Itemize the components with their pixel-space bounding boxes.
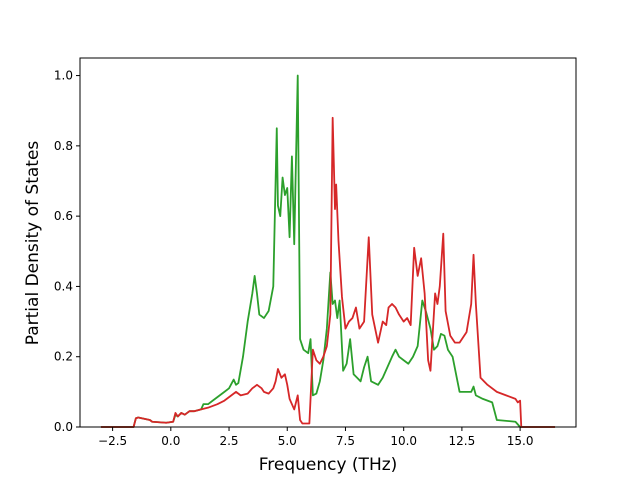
x-tick-label: 2.5 (219, 434, 238, 448)
y-axis-ticks: 0.0 0.2 0.4 0.6 0.8 1.0 (54, 69, 80, 434)
y-axis-label: Partial Density of States (23, 141, 43, 346)
x-tick-label: 7.5 (336, 434, 355, 448)
x-tick-label: 0.0 (161, 434, 180, 448)
x-tick-label: 5.0 (278, 434, 297, 448)
y-tick-label: 1.0 (54, 69, 73, 83)
y-tick-label: 0.2 (54, 350, 73, 364)
plot-area-frame (79, 57, 577, 428)
x-axis-ticks: −2.5 0.0 2.5 5.0 7.5 10.0 12.5 15.0 (98, 427, 533, 448)
series-layer (100, 74, 556, 428)
y-tick-label: 0.6 (54, 209, 73, 223)
series-line-1 (100, 74, 556, 428)
x-tick-label: −2.5 (98, 434, 127, 448)
y-tick-label: 0.4 (54, 279, 73, 293)
x-tick-label: 12.5 (449, 434, 476, 448)
x-tick-label: 15.0 (507, 434, 534, 448)
x-tick-label: 10.0 (390, 434, 417, 448)
x-axis-label: Frequency (THz) (259, 455, 398, 475)
series-line-2 (100, 116, 556, 428)
y-tick-label: 0.8 (54, 139, 73, 153)
y-tick-label: 0.0 (54, 420, 73, 434)
